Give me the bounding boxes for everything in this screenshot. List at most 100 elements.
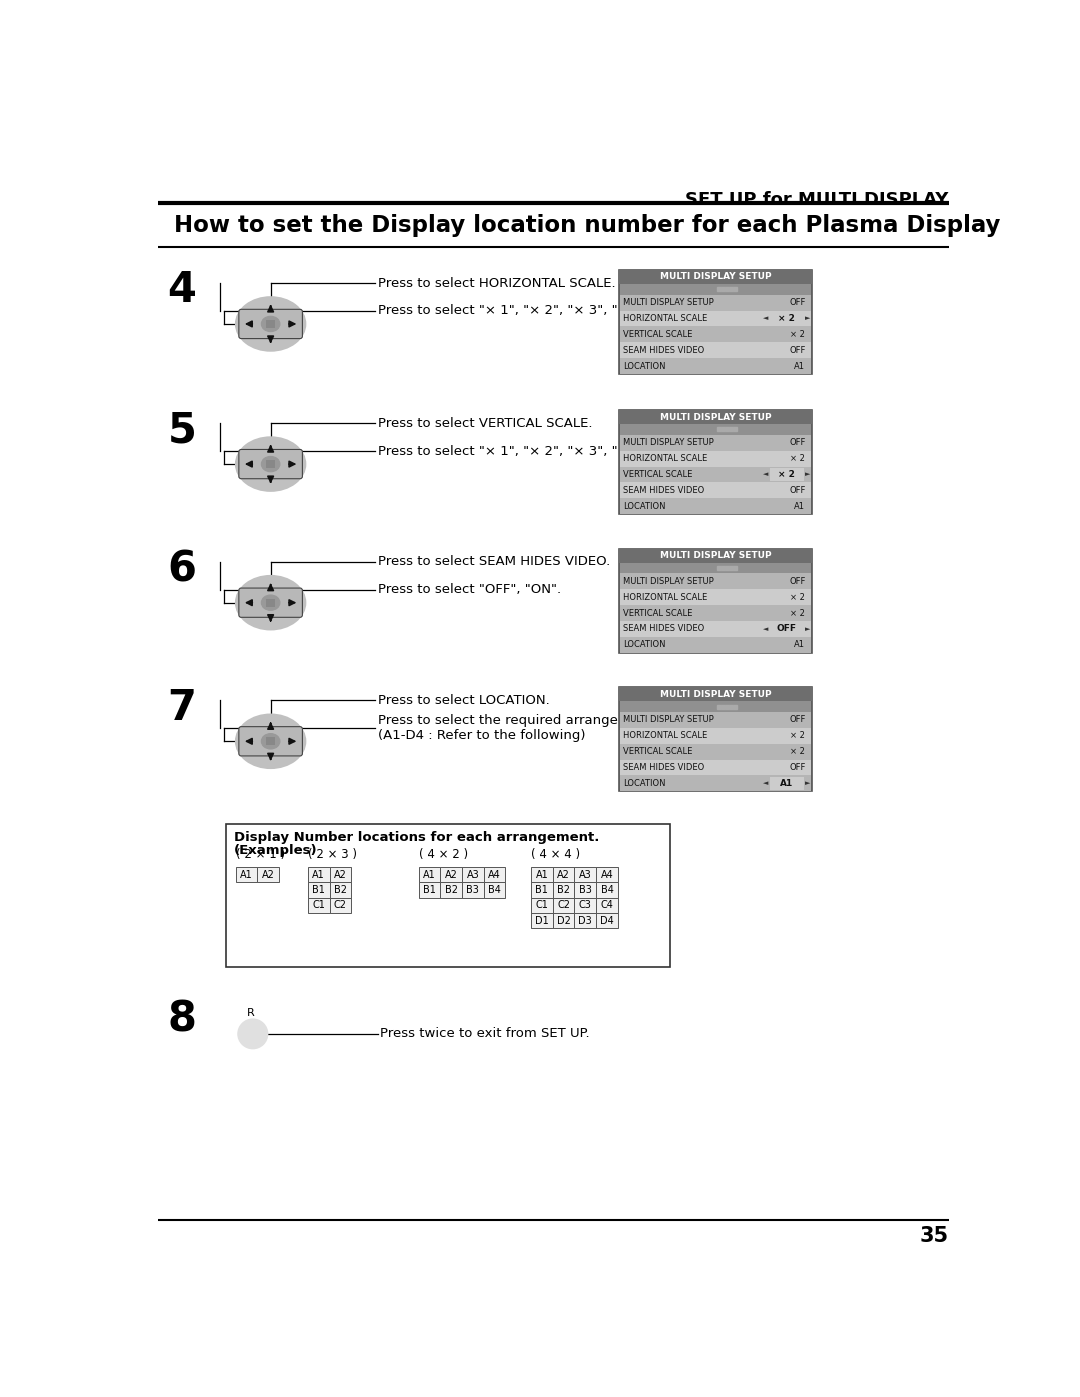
Bar	[619, 270, 811, 374]
Text: D1: D1	[535, 915, 549, 926]
Bar	[619, 549, 811, 563]
Ellipse shape	[235, 298, 306, 351]
Bar	[419, 882, 441, 898]
Text: C2: C2	[334, 900, 347, 911]
Text: SEAM HIDES VIDEO: SEAM HIDES VIDEO	[623, 345, 704, 355]
Text: Press to select the required arrangement number.
(A1-D4 : Refer to the following: Press to select the required arrangement…	[378, 714, 712, 742]
Text: A2: A2	[445, 869, 458, 880]
Text: ►: ►	[806, 626, 811, 631]
Bar	[596, 882, 618, 898]
Text: D3: D3	[579, 915, 592, 926]
Ellipse shape	[261, 733, 280, 749]
Text: A2: A2	[334, 869, 347, 880]
FancyBboxPatch shape	[239, 450, 302, 479]
Text: × 2: × 2	[779, 314, 795, 323]
Text: VERTICAL SCALE: VERTICAL SCALE	[623, 609, 692, 617]
Text: × 2: × 2	[779, 469, 795, 479]
Bar	[620, 590, 811, 605]
Text: ◄: ◄	[762, 471, 768, 478]
Bar	[531, 914, 553, 929]
Text: MULTI DISPLAY SETUP: MULTI DISPLAY SETUP	[623, 298, 714, 307]
Text: B3: B3	[579, 884, 592, 895]
Bar	[531, 866, 553, 882]
Bar	[553, 866, 575, 882]
Bar	[419, 866, 441, 882]
Bar	[575, 866, 596, 882]
Text: (Examples): (Examples)	[234, 844, 318, 856]
Text: MULTI DISPLAY SETUP: MULTI DISPLAY SETUP	[623, 577, 714, 585]
Text: A1: A1	[795, 640, 806, 650]
Text: MULTI DISPLAY SETUP: MULTI DISPLAY SETUP	[623, 715, 714, 725]
Bar	[619, 549, 811, 652]
Text: OFF: OFF	[789, 439, 806, 447]
Text: 6: 6	[167, 548, 197, 590]
Bar	[308, 882, 329, 898]
Text: × 2: × 2	[791, 454, 806, 464]
Text: LOCATION: LOCATION	[623, 780, 665, 788]
Ellipse shape	[235, 437, 306, 490]
Bar	[620, 573, 811, 590]
Text: LOCATION: LOCATION	[623, 362, 665, 370]
Bar	[620, 295, 811, 310]
Text: B2: B2	[334, 884, 347, 895]
Text: A2: A2	[557, 869, 570, 880]
Bar	[620, 434, 811, 451]
Text: A3: A3	[467, 869, 480, 880]
Text: ►: ►	[806, 471, 811, 478]
Text: B4: B4	[488, 884, 501, 895]
Text: Display Number locations for each arrangement.: Display Number locations for each arrang…	[234, 831, 599, 844]
Bar	[308, 866, 329, 882]
Text: C2: C2	[557, 900, 570, 911]
Text: A1: A1	[795, 502, 806, 511]
Text: ◄: ◄	[762, 316, 768, 321]
Bar	[575, 882, 596, 898]
Bar	[620, 775, 811, 791]
Bar	[235, 866, 257, 882]
Text: SEAM HIDES VIDEO: SEAM HIDES VIDEO	[623, 763, 704, 773]
Text: OFF: OFF	[789, 486, 806, 495]
Bar	[329, 898, 351, 914]
Bar	[620, 358, 811, 374]
Text: VERTICAL SCALE: VERTICAL SCALE	[623, 747, 692, 756]
FancyBboxPatch shape	[239, 588, 302, 617]
Text: OFF: OFF	[789, 345, 806, 355]
Bar	[619, 270, 811, 284]
Bar	[620, 451, 811, 467]
FancyBboxPatch shape	[266, 320, 275, 328]
Text: R: R	[247, 1009, 255, 1018]
Bar	[553, 914, 575, 929]
FancyBboxPatch shape	[239, 309, 302, 338]
FancyBboxPatch shape	[266, 599, 275, 606]
Text: × 2: × 2	[791, 609, 806, 617]
Bar	[770, 777, 804, 791]
Text: MULTI DISPLAY SETUP: MULTI DISPLAY SETUP	[660, 552, 771, 560]
Bar	[227, 824, 670, 967]
Bar	[596, 914, 618, 929]
Text: OFF: OFF	[789, 577, 806, 585]
Bar	[441, 882, 462, 898]
Text: A1: A1	[795, 362, 806, 370]
Text: C3: C3	[579, 900, 592, 911]
Text: Press to select "OFF", "ON".: Press to select "OFF", "ON".	[378, 583, 561, 597]
Ellipse shape	[235, 576, 306, 630]
Text: Press to select LOCATION.: Press to select LOCATION.	[378, 694, 550, 707]
Bar	[553, 898, 575, 914]
Text: A3: A3	[579, 869, 592, 880]
Bar	[575, 898, 596, 914]
Text: OFF: OFF	[789, 298, 806, 307]
Bar	[531, 898, 553, 914]
Text: C1: C1	[312, 900, 325, 911]
Bar	[553, 882, 575, 898]
Text: A1: A1	[423, 869, 436, 880]
Text: MULTI DISPLAY SETUP: MULTI DISPLAY SETUP	[660, 412, 771, 422]
Text: SEAM HIDES VIDEO: SEAM HIDES VIDEO	[623, 624, 704, 633]
Text: B4: B4	[600, 884, 613, 895]
Text: A1: A1	[780, 780, 794, 788]
Bar	[484, 882, 505, 898]
Text: ( 4 × 2 ): ( 4 × 2 )	[419, 848, 468, 861]
Text: HORIZONTAL SCALE: HORIZONTAL SCALE	[623, 454, 707, 464]
Text: Press to select "× 1", "× 2", "× 3", "× 4".: Press to select "× 1", "× 2", "× 3", "× …	[378, 305, 651, 317]
Text: Press twice to exit from SET UP.: Press twice to exit from SET UP.	[380, 1027, 590, 1041]
Text: A1: A1	[312, 869, 325, 880]
Text: ( 2 × 3 ): ( 2 × 3 )	[308, 848, 356, 861]
